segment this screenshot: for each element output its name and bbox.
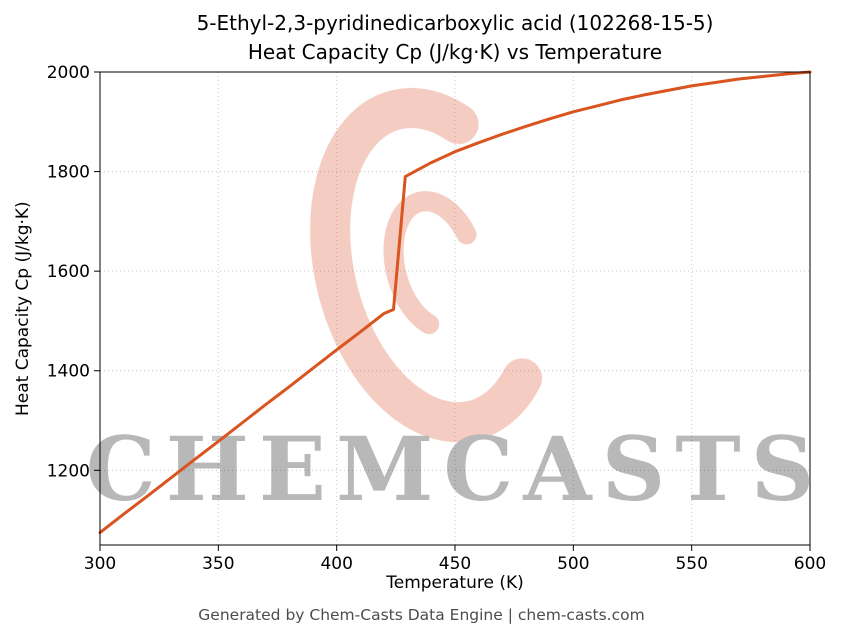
footer-credit: Generated by Chem-Casts Data Engine | ch… [198,606,645,624]
x-tick-label: 400 [320,554,352,574]
x-tick-label: 350 [202,554,234,574]
x-tick-label: 450 [439,554,471,574]
chart-title-line1: 5-Ethyl-2,3-pyridinedicarboxylic acid (1… [196,11,714,35]
y-tick-label: 1800 [47,163,90,183]
x-tick-label: 550 [675,554,707,574]
logo-inner-swirl [383,191,477,335]
y-axis-label: Heat Capacity Cp (J/kg·K) [13,201,33,416]
chart-title-line2: Heat Capacity Cp (J/kg·K) vs Temperature [247,40,663,64]
y-tick-label: 1400 [47,362,90,382]
watermark: CHEMCASTS [86,88,825,521]
x-tick-label: 300 [84,554,116,574]
watermark-text: CHEMCASTS [86,417,825,521]
chart-title: 5-Ethyl-2,3-pyridinedicarboxylic acid (1… [100,9,810,67]
chemcasts-logo-icon [310,88,542,443]
y-tick-label: 2000 [47,63,90,83]
x-tick-label: 600 [794,554,826,574]
y-tick-label: 1200 [47,461,90,481]
cp-line-series [98,70,812,535]
y-tick-label: 1600 [47,262,90,282]
x-tick-label: 500 [557,554,589,574]
x-axis-label: Temperature (K) [386,573,524,593]
logo-outer-swirl [310,88,542,443]
